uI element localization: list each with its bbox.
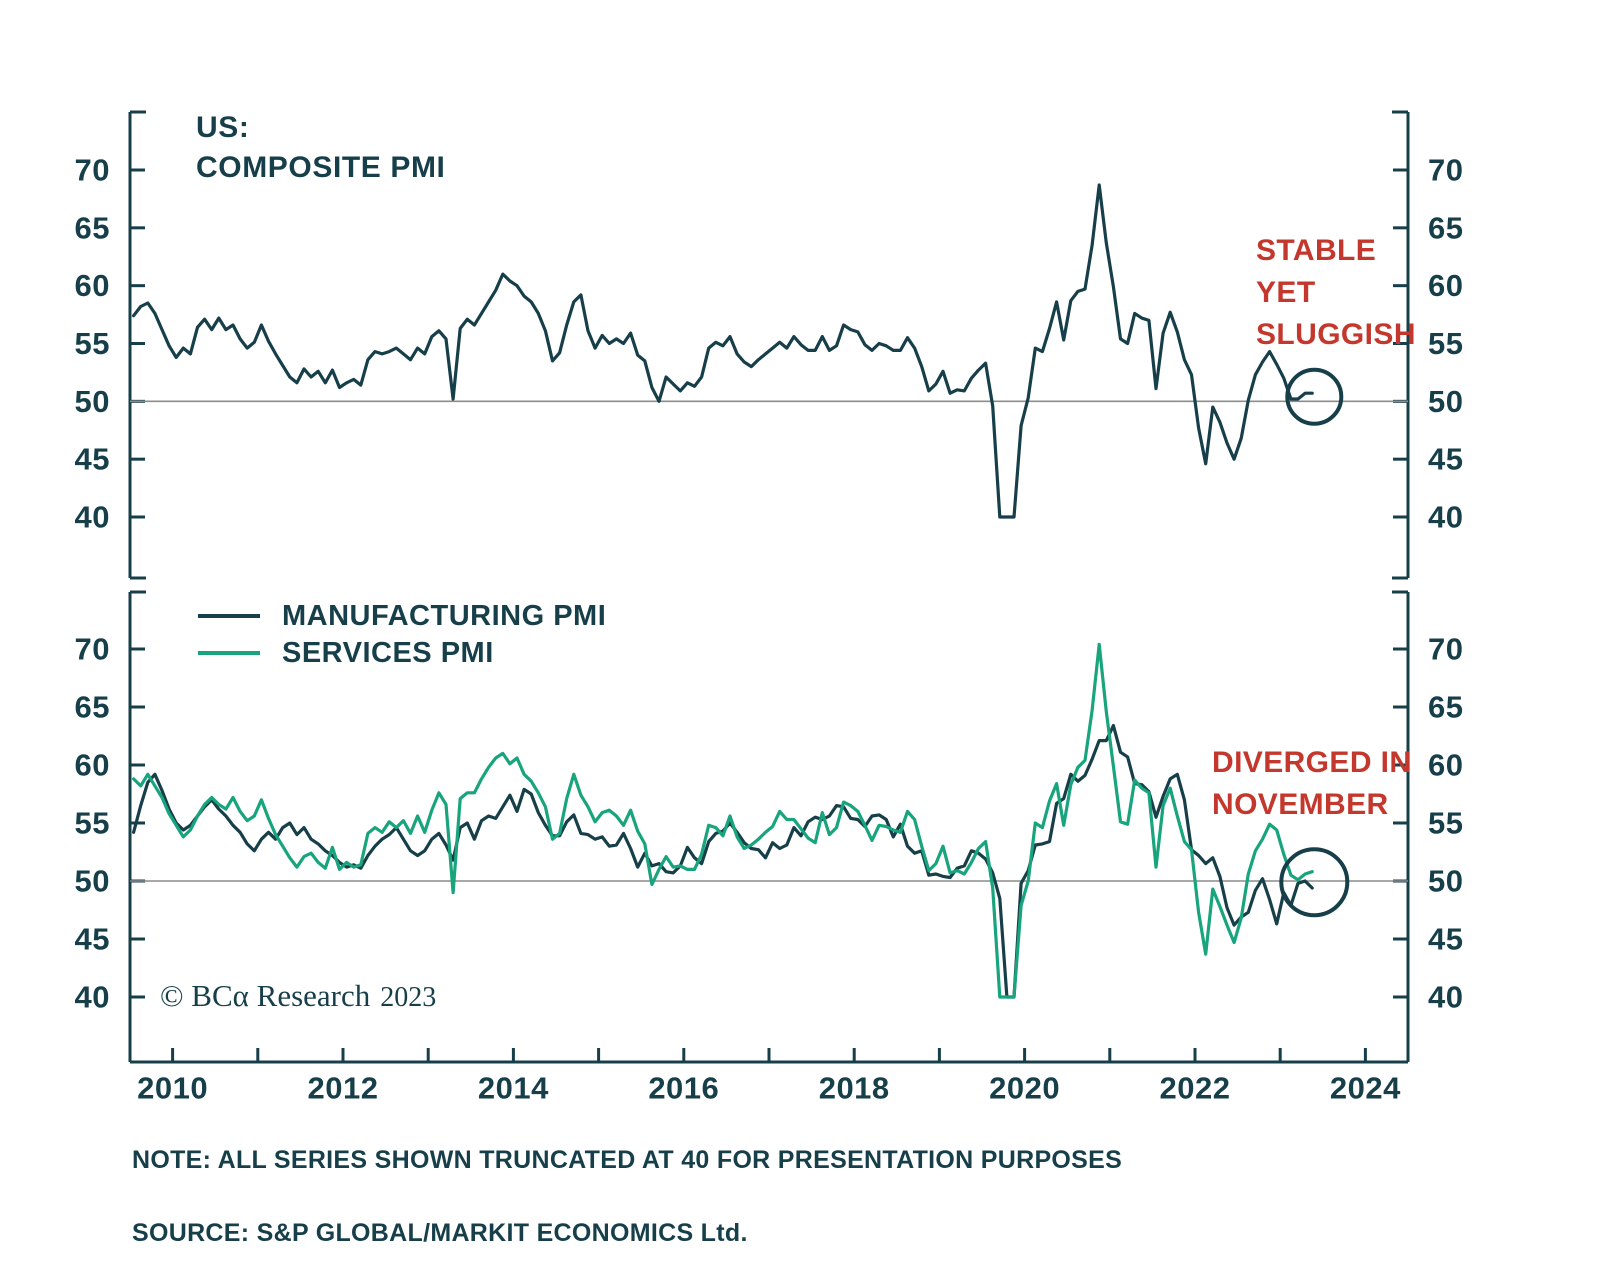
y-tick-label-right: 65 xyxy=(1428,210,1463,245)
legend-label-services: SERVICES PMI xyxy=(282,636,494,669)
y-tick-label-left: 50 xyxy=(75,384,110,419)
legend-item-services: SERVICES PMI xyxy=(198,636,606,669)
services-line-swatch xyxy=(198,651,260,655)
y-tick-label-right: 40 xyxy=(1428,980,1463,1015)
watermark-year: 2023 xyxy=(380,982,437,1013)
x-tick-label: 2016 xyxy=(648,1071,719,1106)
x-tick-label: 2022 xyxy=(1160,1071,1231,1106)
x-tick-label: 2018 xyxy=(819,1071,890,1106)
y-tick-label-left: 65 xyxy=(75,210,110,245)
y-tick-label-left: 45 xyxy=(75,922,110,957)
legend-label-manufacturing: MANUFACTURING PMI xyxy=(282,599,607,632)
x-tick-label: 2024 xyxy=(1330,1071,1401,1106)
y-tick-label-left: 60 xyxy=(75,748,110,783)
x-tick-label: 2010 xyxy=(137,1071,208,1106)
y-tick-label-left: 70 xyxy=(75,153,110,188)
y-tick-label-right: 45 xyxy=(1428,442,1463,477)
y-tick-label-left: 65 xyxy=(75,690,110,725)
annotation-stable-yet-sluggish: STABLE YET SLUGGISH xyxy=(1256,234,1416,351)
manufacturing-line-swatch xyxy=(198,614,260,618)
legend: MANUFACTURING PMI SERVICES PMI xyxy=(198,599,607,669)
y-tick-label-left: 40 xyxy=(75,980,110,1015)
manufacturing-pmi-line xyxy=(132,723,1314,999)
y-tick-label-left: 70 xyxy=(75,632,110,667)
y-tick-label-left: 45 xyxy=(75,442,110,477)
y-tick-label-right: 60 xyxy=(1428,268,1463,303)
legend-item-manufacturing: MANUFACTURING PMI xyxy=(198,599,607,632)
source-note: SOURCE: S&P GLOBAL/MARKIT ECONOMICS Ltd. xyxy=(132,1218,748,1247)
y-tick-label-left: 40 xyxy=(75,500,110,535)
y-tick-label-right: 55 xyxy=(1428,326,1463,361)
y-tick-label-right: 65 xyxy=(1428,690,1463,725)
y-tick-label-right: 50 xyxy=(1428,384,1463,419)
footer-notes: NOTE: ALL SERIES SHOWN TRUNCATED AT 40 F… xyxy=(132,1106,1122,1287)
y-tick-label-right: 45 xyxy=(1428,922,1463,957)
services-pmi-line xyxy=(132,642,1314,999)
y-tick-label-left: 55 xyxy=(75,326,110,361)
latest-value-circle xyxy=(1285,367,1344,426)
composite-pmi-line xyxy=(132,183,1314,519)
watermark-brand: © BCα Research xyxy=(160,978,371,1013)
y-tick-label-left: 50 xyxy=(75,864,110,899)
latest-value-circle xyxy=(1279,847,1350,918)
y-tick-label-left: 55 xyxy=(75,806,110,841)
y-tick-label-right: 40 xyxy=(1428,500,1463,535)
annotation-diverged-in-november: DIVERGED IN NOVEMBER xyxy=(1212,746,1412,821)
y-tick-label-right: 70 xyxy=(1428,632,1463,667)
y-tick-label-right: 60 xyxy=(1428,748,1463,783)
chart-title: US: COMPOSITE PMI xyxy=(196,111,446,184)
x-tick-label: 2014 xyxy=(478,1071,549,1106)
truncation-note: NOTE: ALL SERIES SHOWN TRUNCATED AT 40 F… xyxy=(132,1146,1123,1175)
x-tick-label: 2012 xyxy=(308,1071,379,1106)
watermark: © BCα Research 2023 xyxy=(160,978,436,1014)
x-tick-label: 2020 xyxy=(989,1071,1060,1106)
y-tick-label-right: 50 xyxy=(1428,864,1463,899)
y-tick-label-left: 60 xyxy=(75,268,110,303)
y-tick-label-right: 55 xyxy=(1428,806,1463,841)
y-tick-label-right: 70 xyxy=(1428,153,1463,188)
